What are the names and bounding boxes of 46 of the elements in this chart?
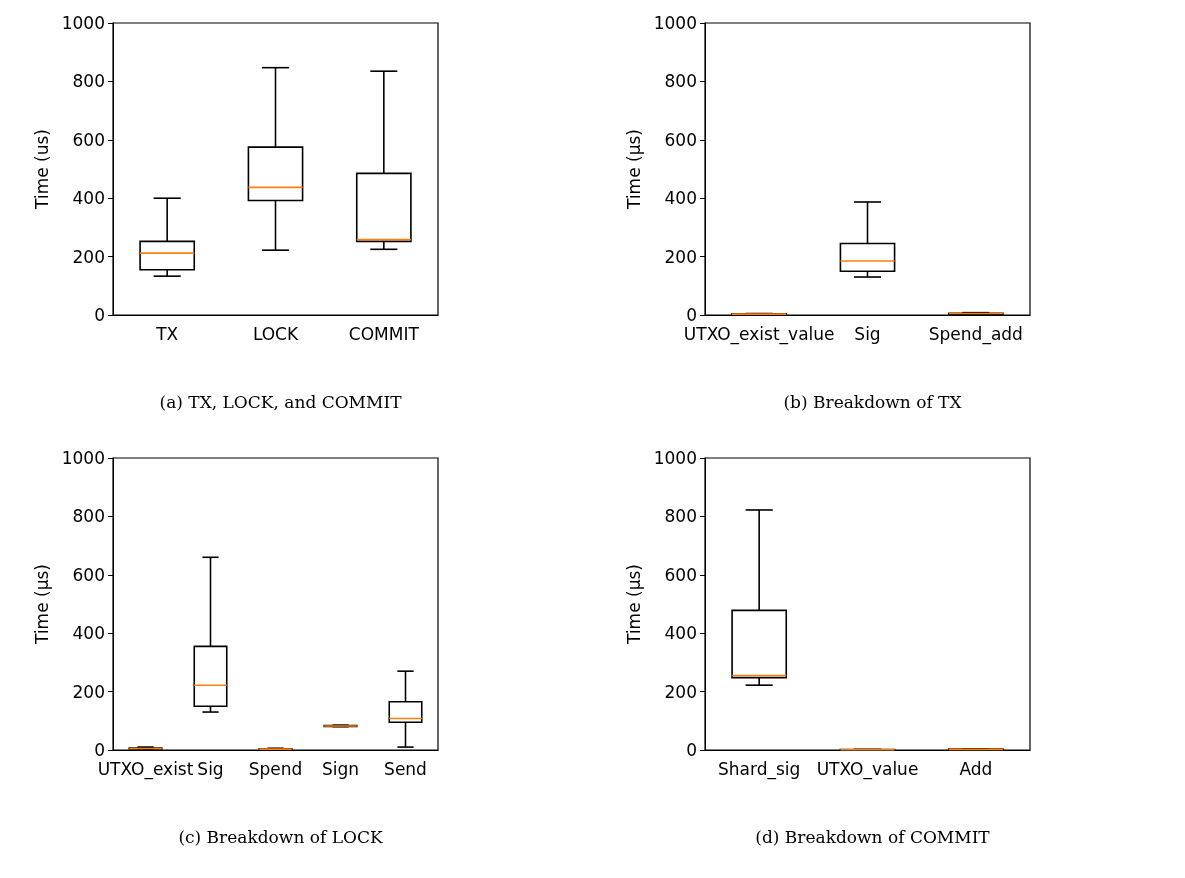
text: (b) Breakdown of TX	[783, 391, 963, 412]
x-tick-label: Spend	[248, 758, 303, 779]
y-tick-label: 0	[94, 305, 105, 325]
y-tick-label: 400	[664, 623, 697, 644]
y-tick-label: 400	[72, 188, 105, 209]
x-tick-label: Spend_add	[928, 323, 1023, 345]
y-tick-label: 1000	[653, 13, 697, 33]
y-tick-label: 0	[686, 740, 697, 760]
y-tick-label: 800	[664, 506, 697, 527]
x-tick-label: Sig	[854, 323, 881, 344]
y-tick-label: 200	[664, 681, 697, 702]
text: (a) TX, LOCK, and COMMIT	[159, 391, 403, 412]
x-tick-label: Shard_sig	[717, 758, 801, 780]
y-tick-label: 600	[664, 129, 697, 150]
y-tick-label: 200	[664, 246, 697, 267]
y-tick-label: 200	[72, 681, 105, 702]
y-tick-label: 800	[664, 71, 697, 92]
x-tick-label: TX	[155, 323, 179, 344]
text: (d) Breakdown of COMMIT	[755, 826, 991, 847]
y-tick-label: 0	[686, 305, 697, 325]
y-tick-label: 600	[72, 564, 105, 585]
x-tick-label: UTXO_exist	[97, 758, 194, 780]
x-tick-label: COMMIT	[348, 323, 420, 344]
x-tick-label: UTXO_value	[816, 758, 919, 780]
y-tick-label: 800	[72, 506, 105, 527]
y-tick-label: 1000	[653, 448, 697, 468]
y-tick-label: 800	[72, 71, 105, 92]
y-tick-label: 1000	[61, 448, 105, 468]
y-axis-title: Time (μs)	[32, 564, 53, 645]
y-tick-label: 400	[72, 623, 105, 644]
x-tick-label: Sign	[321, 758, 360, 779]
y-tick-label: 1000	[61, 13, 105, 33]
x-tick-label: Add	[959, 758, 993, 779]
y-axis-title: Time (us)	[32, 129, 53, 210]
x-tick-label: Sig	[197, 758, 224, 779]
y-tick-label: 0	[94, 740, 105, 760]
y-axis-title: Time (μs)	[624, 564, 645, 645]
y-axis-title: Time (μs)	[624, 129, 645, 210]
y-tick-label: 400	[664, 188, 697, 209]
x-tick-label: Send	[384, 758, 427, 779]
x-tick-label: LOCK	[252, 323, 299, 344]
text: (c) Breakdown of LOCK	[178, 826, 383, 847]
y-tick-label: 600	[72, 129, 105, 150]
x-tick-label: UTXO_exist_value	[683, 323, 835, 345]
y-tick-label: 600	[664, 564, 697, 585]
y-tick-label: 200	[72, 246, 105, 267]
